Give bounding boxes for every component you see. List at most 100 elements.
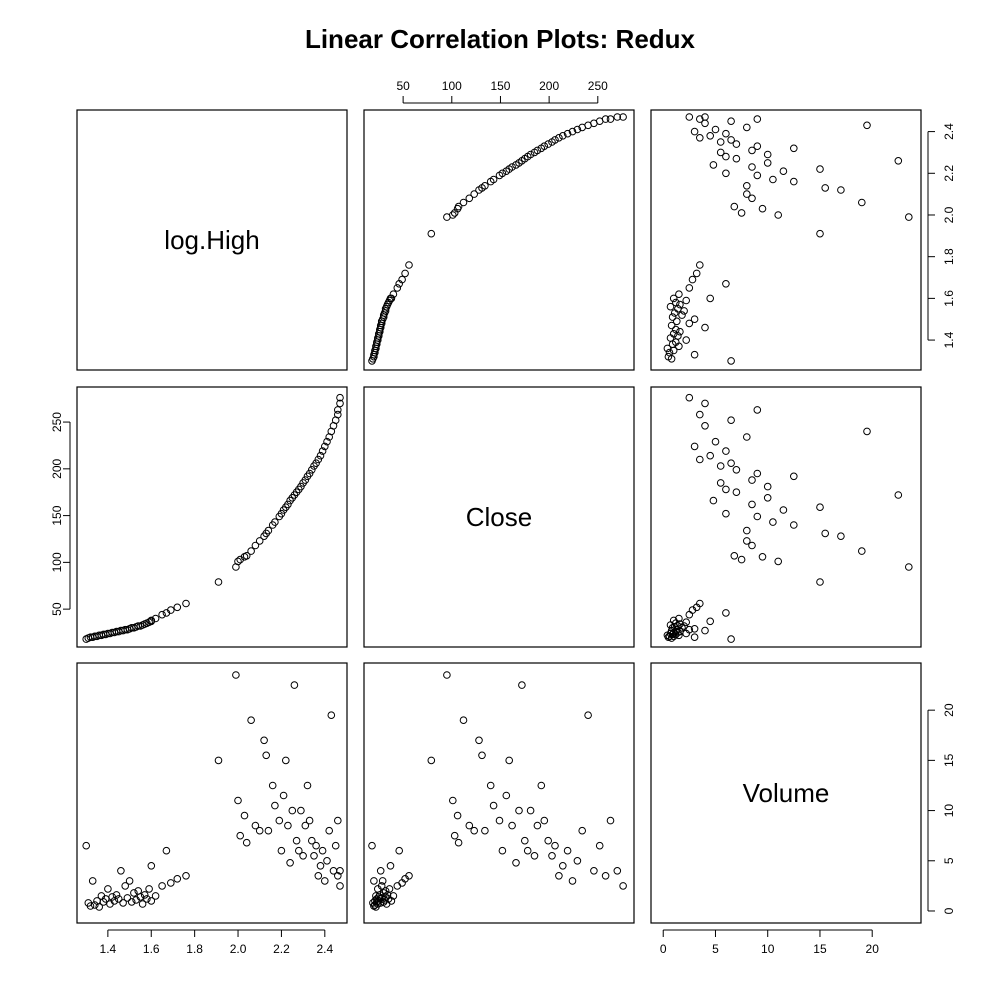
data-point [401, 269, 409, 278]
variable-label: Volume [743, 778, 830, 808]
data-point [318, 447, 327, 455]
data-point [290, 681, 299, 689]
data-point [606, 816, 615, 825]
data-point [486, 781, 495, 790]
data-point [162, 846, 171, 855]
data-point [774, 211, 783, 219]
data-point [526, 806, 535, 815]
data-point [672, 325, 680, 334]
tick-label: 100 [50, 552, 64, 572]
data-point [310, 852, 318, 860]
chart-title: Linear Correlation Plots: Redux [305, 24, 696, 54]
data-point [312, 841, 320, 850]
data-point [91, 901, 99, 909]
data-point [685, 113, 694, 121]
data-point [743, 433, 751, 441]
data-point [242, 552, 251, 560]
data-point [544, 140, 553, 148]
data-point [722, 485, 730, 494]
data-point [505, 756, 514, 765]
tick-label: 50 [50, 602, 64, 616]
data-point [325, 826, 334, 835]
data-point [308, 466, 316, 474]
tick-label: 200 [50, 458, 64, 478]
data-point [336, 882, 344, 890]
data-point [551, 136, 559, 144]
data-point [743, 182, 751, 190]
data-point [395, 846, 404, 855]
data-point [282, 756, 290, 765]
data-point [816, 503, 824, 512]
x-axis-Close-top: 50 100 150 200 250 [396, 79, 608, 104]
data-point [459, 716, 468, 725]
data-point [680, 622, 688, 630]
data-point [573, 125, 582, 134]
data-point [722, 169, 730, 178]
data-point [682, 336, 691, 344]
data-point [894, 157, 903, 165]
data-point [555, 134, 563, 142]
data-point [816, 165, 824, 173]
data-point [305, 816, 314, 825]
data-point [498, 846, 507, 855]
data-point [498, 169, 507, 178]
data-point [568, 127, 577, 136]
tick-label: 2.0 [942, 206, 956, 223]
data-point [232, 671, 240, 679]
tick-label: 2.2 [942, 165, 956, 182]
data-point [696, 261, 704, 269]
data-point [393, 284, 402, 292]
y-axis-Close-left: 50 100 150 200 250 [50, 412, 71, 616]
data-point [685, 393, 694, 402]
data-point [709, 161, 718, 169]
data-point [727, 117, 735, 125]
data-point [753, 171, 762, 180]
data-point [321, 442, 329, 451]
data-point [336, 393, 344, 402]
data-point [117, 867, 125, 875]
data-point [138, 900, 147, 908]
tick-label: 1.6 [942, 290, 956, 307]
data-point [837, 186, 845, 194]
data-point [143, 895, 151, 903]
data-point [894, 491, 903, 499]
data-point [748, 500, 756, 509]
data-point [521, 836, 529, 845]
data-point [121, 882, 129, 890]
data-point [427, 229, 436, 238]
data-point [685, 319, 694, 328]
data-point [578, 826, 587, 835]
data-point [790, 144, 798, 153]
data-point [470, 190, 479, 198]
data-point [523, 846, 532, 855]
data-point [730, 552, 739, 560]
data-point [255, 537, 264, 545]
data-point [665, 348, 674, 357]
data-point [675, 614, 683, 623]
data-point [590, 867, 598, 875]
data-point [82, 841, 90, 850]
data-point [753, 512, 762, 521]
data-point [601, 872, 610, 880]
data-point [264, 526, 273, 535]
data-point [748, 541, 756, 550]
data-point [465, 194, 474, 203]
data-point [669, 294, 678, 303]
data-point [595, 841, 604, 850]
data-point [690, 442, 699, 451]
y-axis-log.High-right: 1.4 1.6 1.8 2.0 2.2 2.4 [927, 123, 956, 348]
data-point [722, 152, 730, 161]
data-point [127, 898, 136, 906]
data-point [668, 313, 677, 321]
data-point [737, 555, 746, 564]
data-point [88, 877, 97, 885]
data-point [236, 831, 244, 840]
data-point [732, 140, 741, 148]
data-point [696, 410, 704, 419]
data-point [279, 791, 288, 800]
data-point [533, 821, 542, 830]
data-point [251, 541, 260, 550]
data-point [613, 113, 622, 121]
data-point [682, 296, 691, 305]
